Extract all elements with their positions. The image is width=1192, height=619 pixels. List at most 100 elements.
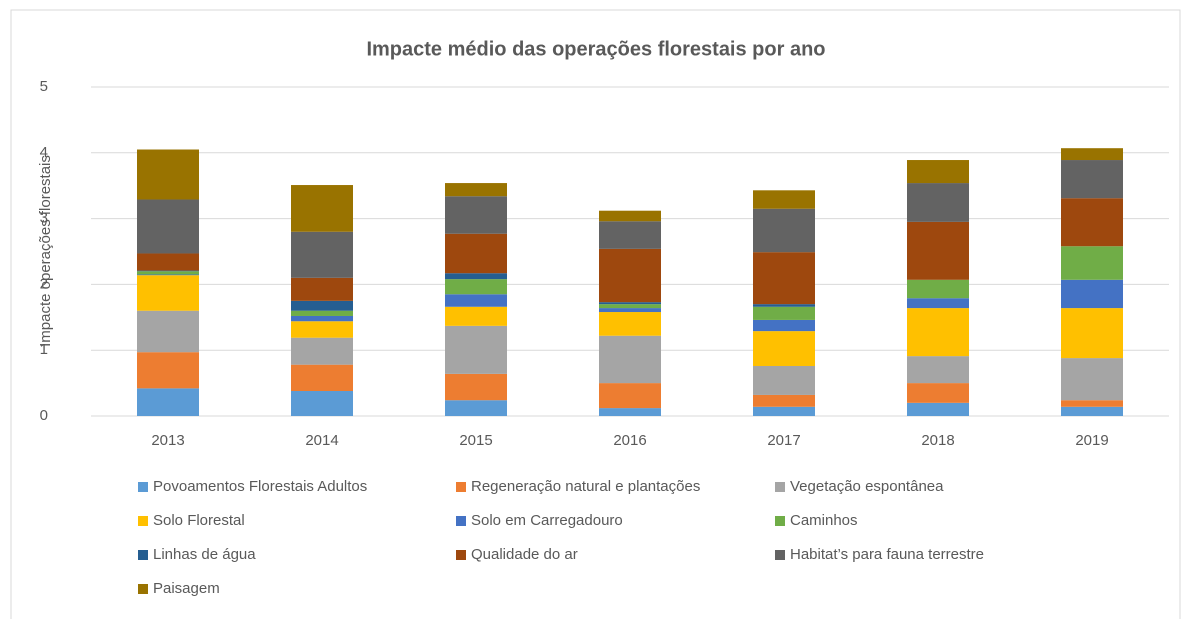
bar-segment	[445, 183, 507, 197]
bar-segment	[1061, 246, 1123, 280]
bar-segment	[907, 383, 969, 403]
legend-swatch	[138, 482, 148, 492]
legend-label: Paisagem	[153, 580, 220, 597]
bar-segment	[753, 190, 815, 209]
bar-segment	[1061, 160, 1123, 199]
legend-label: Qualidade do ar	[471, 546, 578, 563]
bar-segment	[753, 304, 815, 307]
bar-segment	[907, 308, 969, 357]
bar-segment	[445, 233, 507, 274]
legend-swatch	[138, 584, 148, 594]
x-tick-label: 2014	[305, 432, 338, 449]
bar-segment	[137, 270, 199, 272]
legend-label: Caminhos	[790, 512, 858, 529]
bar-segment	[291, 390, 353, 416]
chart-title: Impacte médio das operações florestais p…	[366, 38, 825, 60]
y-tick-label: 4	[40, 144, 48, 161]
y-tick-label: 0	[40, 407, 48, 424]
legend-swatch	[456, 516, 466, 526]
legend-label: Regeneração natural e plantações	[471, 478, 700, 495]
x-tick-label: 2016	[613, 432, 646, 449]
legend-swatch	[456, 550, 466, 560]
bar-segment	[445, 279, 507, 295]
x-tick-label: 2017	[767, 432, 800, 449]
legend-swatch	[138, 516, 148, 526]
bar-segment	[907, 279, 969, 299]
bar-segment	[1061, 358, 1123, 401]
legend-swatch	[775, 482, 785, 492]
bar-segment	[291, 337, 353, 365]
bar-segment	[137, 352, 199, 389]
y-tick-label: 1	[40, 341, 48, 358]
legend-label: Povoamentos Florestais Adultos	[153, 478, 367, 495]
bar-segment	[907, 356, 969, 384]
x-tick-label: 2018	[921, 432, 954, 449]
bar-segment	[1061, 148, 1123, 161]
chart-frame	[10, 9, 1181, 619]
bar-segment	[291, 185, 353, 232]
bar-segment	[291, 315, 353, 322]
bar-segment	[599, 335, 661, 384]
bar-segment	[291, 364, 353, 391]
bar-segment	[137, 275, 199, 311]
bar-segment	[1061, 406, 1123, 416]
bar-segment	[137, 388, 199, 416]
bar-segment	[291, 231, 353, 278]
bar-segment	[907, 160, 969, 184]
bar-segment	[291, 321, 353, 338]
y-tick-label: 5	[40, 78, 48, 95]
legend-swatch	[138, 550, 148, 560]
bar-segment	[753, 406, 815, 416]
bar-segment	[1061, 279, 1123, 309]
legend-label: Linhas de água	[153, 546, 256, 563]
bar-segment	[445, 294, 507, 307]
legend-swatch	[775, 516, 785, 526]
x-tick-label: 2019	[1075, 432, 1108, 449]
bar-segment	[753, 365, 815, 395]
bar-segment	[753, 252, 815, 305]
bar-segment	[907, 183, 969, 222]
bar-segment	[1061, 308, 1123, 359]
bar-segment	[137, 310, 199, 353]
bar-segment	[753, 208, 815, 253]
bar-segment	[137, 274, 199, 276]
bar-segment	[445, 400, 507, 416]
bar-segment	[291, 310, 353, 316]
bar-segment	[445, 273, 507, 280]
bar-segment	[753, 306, 815, 320]
bar-segment	[137, 271, 199, 275]
bar-segment	[599, 408, 661, 416]
x-tick-label: 2015	[459, 432, 492, 449]
bar-segment	[291, 300, 353, 311]
legend-label: Solo Florestal	[153, 512, 245, 529]
bar-segment	[599, 308, 661, 313]
y-axis-label: Impacte operações florestais	[37, 155, 54, 347]
bar-segment	[907, 221, 969, 280]
bar-segment	[137, 199, 199, 254]
bar-segment	[445, 325, 507, 374]
bar-segment	[599, 248, 661, 303]
legend-swatch	[775, 550, 785, 560]
bar-segment	[907, 402, 969, 416]
bar-segment	[1061, 198, 1123, 247]
bar-segment	[907, 298, 969, 309]
x-tick-label: 2013	[151, 432, 184, 449]
bar-segment	[599, 221, 661, 249]
bar-segment	[445, 373, 507, 401]
bar-segment	[445, 306, 507, 326]
bar-segment	[599, 304, 661, 309]
bar-segment	[599, 302, 661, 305]
bar-segment	[599, 210, 661, 222]
bar-segment	[753, 319, 815, 332]
bar-segment	[753, 331, 815, 366]
bar-segment	[445, 196, 507, 234]
bar-segment	[599, 312, 661, 336]
legend-label: Habitat’s para fauna terrestre	[790, 546, 984, 563]
bar-segment	[291, 277, 353, 301]
y-tick-label: 2	[40, 275, 48, 292]
bar-segment	[599, 383, 661, 409]
bar-segment	[753, 394, 815, 407]
y-tick-label: 3	[40, 210, 48, 227]
bar-segment	[137, 253, 199, 271]
